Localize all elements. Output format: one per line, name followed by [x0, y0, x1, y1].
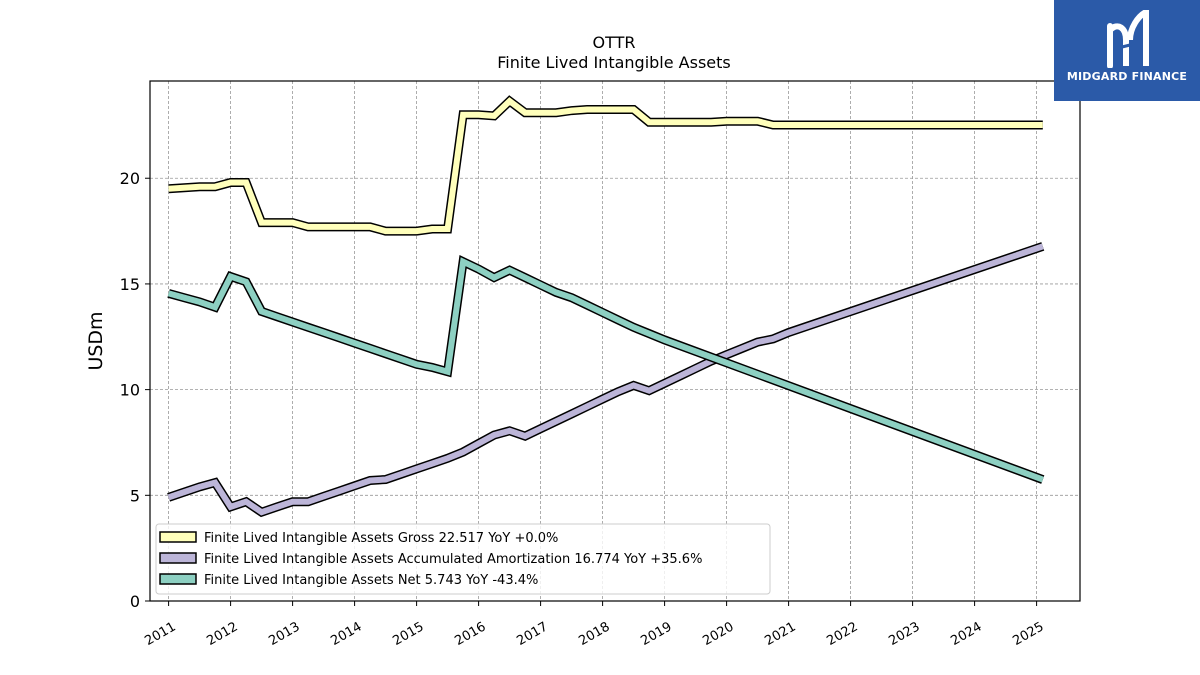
brand-name: MIDGARD FINANCE [1066, 70, 1188, 83]
legend-swatch [159, 552, 197, 564]
legend-swatch [159, 573, 197, 585]
legend: Finite Lived Intangible Assets Gross 22.… [155, 523, 771, 595]
legend-label: Finite Lived Intangible Assets Gross 22.… [204, 531, 558, 546]
x-tick-label: 2021 [762, 619, 798, 649]
y-tick-label: 5 [130, 486, 140, 505]
legend-label: Finite Lived Intangible Assets Accumulat… [204, 552, 702, 567]
series-line [167, 243, 1044, 516]
y-tick-label: 10 [120, 381, 140, 400]
y-axis-label: USDm [85, 311, 107, 370]
brand-logo-icon [1107, 10, 1149, 68]
x-tick-label: 2016 [452, 619, 488, 649]
legend-item: Finite Lived Intangible Assets Net 5.743… [159, 573, 538, 588]
series-line [168, 97, 1043, 235]
series-line-outline [167, 242, 1045, 518]
x-tick-label: 2017 [514, 619, 550, 649]
series-line-outline [168, 95, 1043, 236]
y-tick-label: 20 [120, 169, 140, 188]
x-tick-label: 2020 [700, 619, 736, 649]
chart-title: OTTR [593, 33, 636, 52]
legend-swatch [159, 531, 197, 543]
series-lines [167, 95, 1045, 518]
y-tick-label: 0 [130, 592, 140, 611]
x-tick-label: 2013 [266, 619, 302, 649]
x-tick-label: 2025 [1010, 619, 1046, 649]
series-2 [167, 242, 1045, 518]
chart-subtitle: Finite Lived Intangible Assets [497, 53, 730, 72]
x-tick-label: 2019 [638, 619, 674, 649]
legend-item: Finite Lived Intangible Assets Accumulat… [159, 552, 702, 567]
series-3 [167, 254, 1045, 484]
x-tick-label: 2015 [390, 619, 426, 649]
legend-item: Finite Lived Intangible Assets Gross 22.… [159, 531, 558, 546]
y-axis-ticks: 0 5 10 15 20 [120, 169, 150, 611]
series-line [167, 257, 1044, 483]
series-1 [168, 95, 1043, 236]
legend-label: Finite Lived Intangible Assets Net 5.743… [204, 573, 538, 588]
y-tick-label: 15 [120, 275, 140, 294]
x-tick-label: 2011 [142, 619, 178, 649]
grid [150, 81, 1080, 602]
brand-logo: MIDGARD FINANCE [1054, 0, 1200, 101]
x-tick-label: 2014 [328, 619, 364, 649]
plot-area-frame [149, 80, 1081, 602]
x-tick-label: 2012 [204, 619, 240, 649]
x-axis-ticks: 2011 2012 2013 2014 2015 2016 2017 2018 2019 2020… [142, 601, 1047, 649]
x-tick-label: 2023 [886, 619, 922, 649]
x-tick-label: 2018 [576, 619, 612, 649]
legend-frame [155, 523, 771, 595]
x-tick-label: 2022 [824, 619, 860, 649]
x-tick-label: 2024 [948, 619, 984, 649]
